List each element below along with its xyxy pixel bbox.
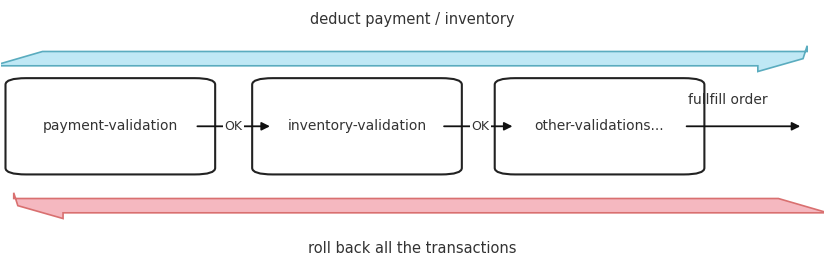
Text: other-validations...: other-validations... (535, 119, 664, 133)
Text: deduct payment / inventory: deduct payment / inventory (310, 12, 515, 27)
Polygon shape (0, 46, 807, 72)
Text: OK: OK (224, 120, 243, 133)
Text: fullfill order: fullfill order (688, 93, 767, 107)
Polygon shape (14, 193, 825, 219)
Text: inventory-validation: inventory-validation (287, 119, 427, 133)
FancyBboxPatch shape (6, 78, 215, 174)
FancyBboxPatch shape (495, 78, 705, 174)
Text: OK: OK (471, 120, 489, 133)
Text: roll back all the transactions: roll back all the transactions (309, 241, 516, 256)
Text: payment-validation: payment-validation (43, 119, 178, 133)
FancyBboxPatch shape (252, 78, 462, 174)
